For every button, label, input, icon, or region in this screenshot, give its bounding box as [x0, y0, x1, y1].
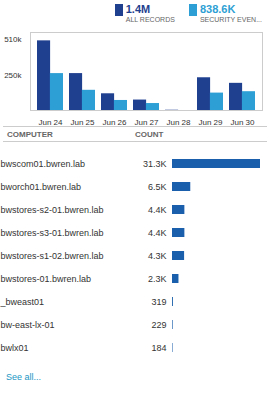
svg-text:229: 229	[151, 320, 166, 330]
svg-text:bwstores-01.bwren.lab: bwstores-01.bwren.lab	[1, 274, 92, 284]
svg-text:510k: 510k	[4, 35, 22, 44]
svg-text:Jun 25: Jun 25	[70, 118, 95, 126]
html-text:838.6K: 838.6K	[199, 3, 236, 15]
svg-text:bw-east-lx-01: bw-east-lx-01	[1, 320, 55, 330]
svg-text:bworch01.bwren.lab: bworch01.bwren.lab	[1, 182, 82, 192]
svg-text:4.4K: 4.4K	[148, 228, 167, 238]
html-text:ALL RECORDS: ALL RECORDS	[125, 16, 175, 23]
html-text:SECURITY EVEN...: SECURITY EVEN...	[199, 16, 262, 23]
svg-text:_bweast01: _bweast01	[0, 297, 44, 307]
svg-text:Jun 24: Jun 24	[38, 118, 63, 126]
svg-text:Jun 29: Jun 29	[198, 118, 223, 126]
svg-text:2.3K: 2.3K	[148, 274, 167, 284]
svg-text:Jun 26: Jun 26	[102, 118, 127, 126]
svg-text:4.3K: 4.3K	[148, 251, 167, 261]
svg-text:bwstores-s3-01.bwren.lab: bwstores-s3-01.bwren.lab	[1, 228, 104, 238]
svg-text:6.5K: 6.5K	[148, 182, 167, 192]
svg-text:bwstores-s1-02.bwren.lab: bwstores-s1-02.bwren.lab	[1, 251, 104, 261]
html-text:COUNT: COUNT	[135, 130, 164, 139]
svg-text:Jun 30: Jun 30	[230, 118, 255, 126]
svg-text:250k: 250k	[4, 71, 22, 80]
html-text:1.4M: 1.4M	[125, 3, 151, 15]
svg-text:319: 319	[151, 297, 166, 307]
svg-text:31.3K: 31.3K	[143, 159, 167, 169]
svg-text:bwstores-s2-01.bwren.lab: bwstores-s2-01.bwren.lab	[1, 205, 104, 215]
svg-text:bwscom01.bwren.lab: bwscom01.bwren.lab	[1, 159, 86, 169]
html-text:COMPUTER: COMPUTER	[7, 130, 53, 139]
html-text:See all...: See all...	[6, 372, 41, 382]
svg-text:Jun 28: Jun 28	[166, 118, 191, 126]
svg-text:184: 184	[151, 343, 166, 353]
svg-text:4.4K: 4.4K	[148, 205, 167, 215]
svg-text:Jun 27: Jun 27	[134, 118, 159, 126]
svg-text:bwlx01: bwlx01	[1, 343, 29, 353]
